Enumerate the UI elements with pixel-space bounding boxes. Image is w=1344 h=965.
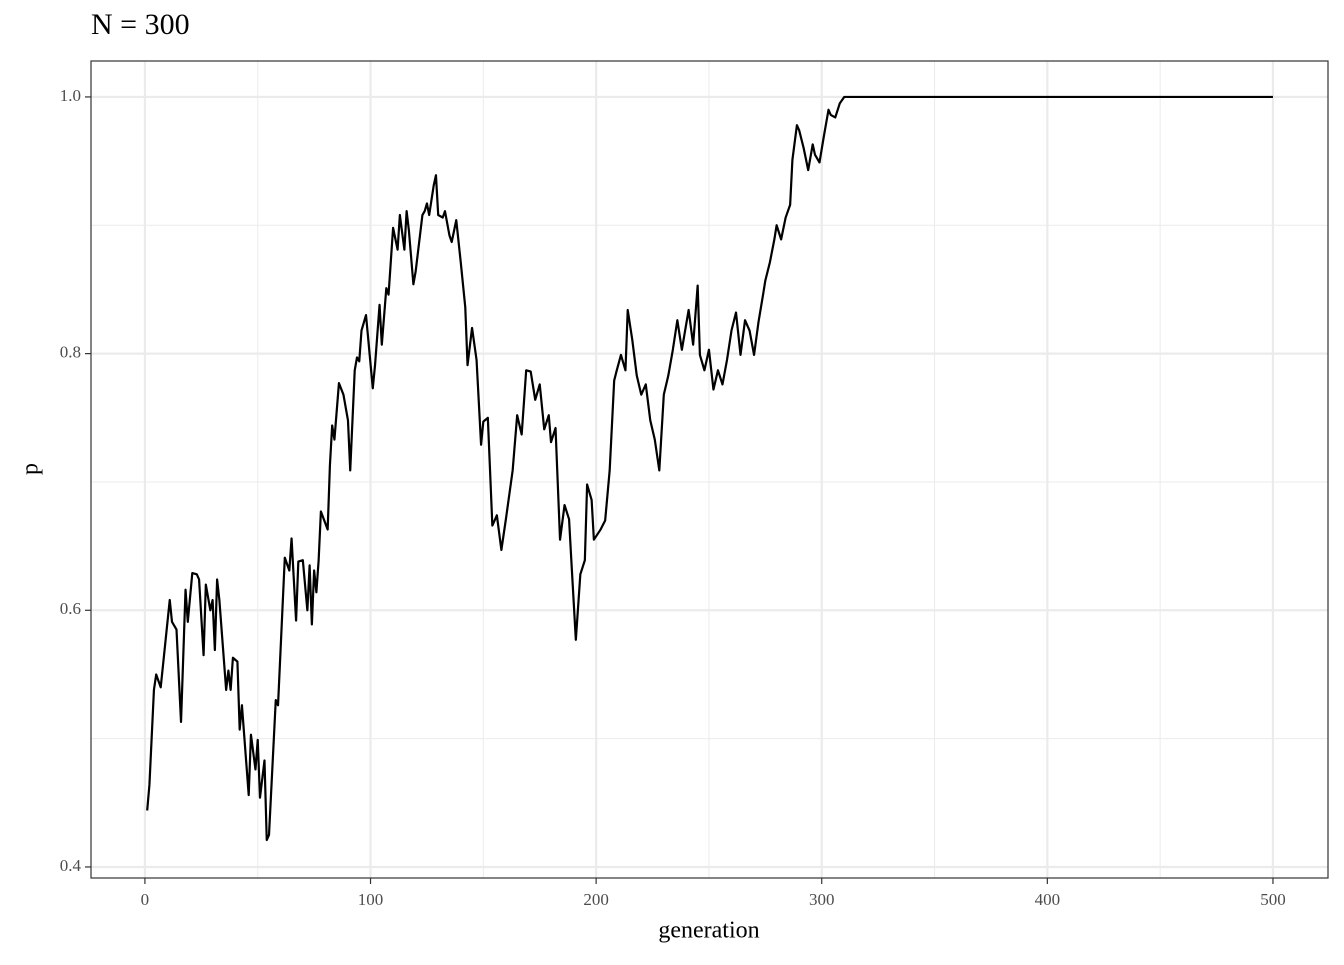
x-tick-label: 0 <box>141 890 150 909</box>
panel-border <box>90 60 1329 879</box>
x-tick-label: 200 <box>583 890 609 909</box>
chart-title: N = 300 <box>91 8 190 41</box>
y-tick-label: 0.6 <box>60 599 81 618</box>
x-tick-label: 300 <box>809 890 835 909</box>
line <box>146 95 1273 842</box>
x-tick-label: 400 <box>1035 890 1061 909</box>
x-tick-label: 500 <box>1260 890 1286 909</box>
plot <box>146 95 1273 842</box>
y-axis-title: p <box>18 463 44 475</box>
x-axis-title: generation <box>658 918 759 944</box>
y-tick-label: 0.8 <box>60 343 81 362</box>
y-tick-label: 0.4 <box>60 856 82 875</box>
x-tick-label: 100 <box>358 890 384 909</box>
y-tick-label: 1.0 <box>60 86 81 105</box>
